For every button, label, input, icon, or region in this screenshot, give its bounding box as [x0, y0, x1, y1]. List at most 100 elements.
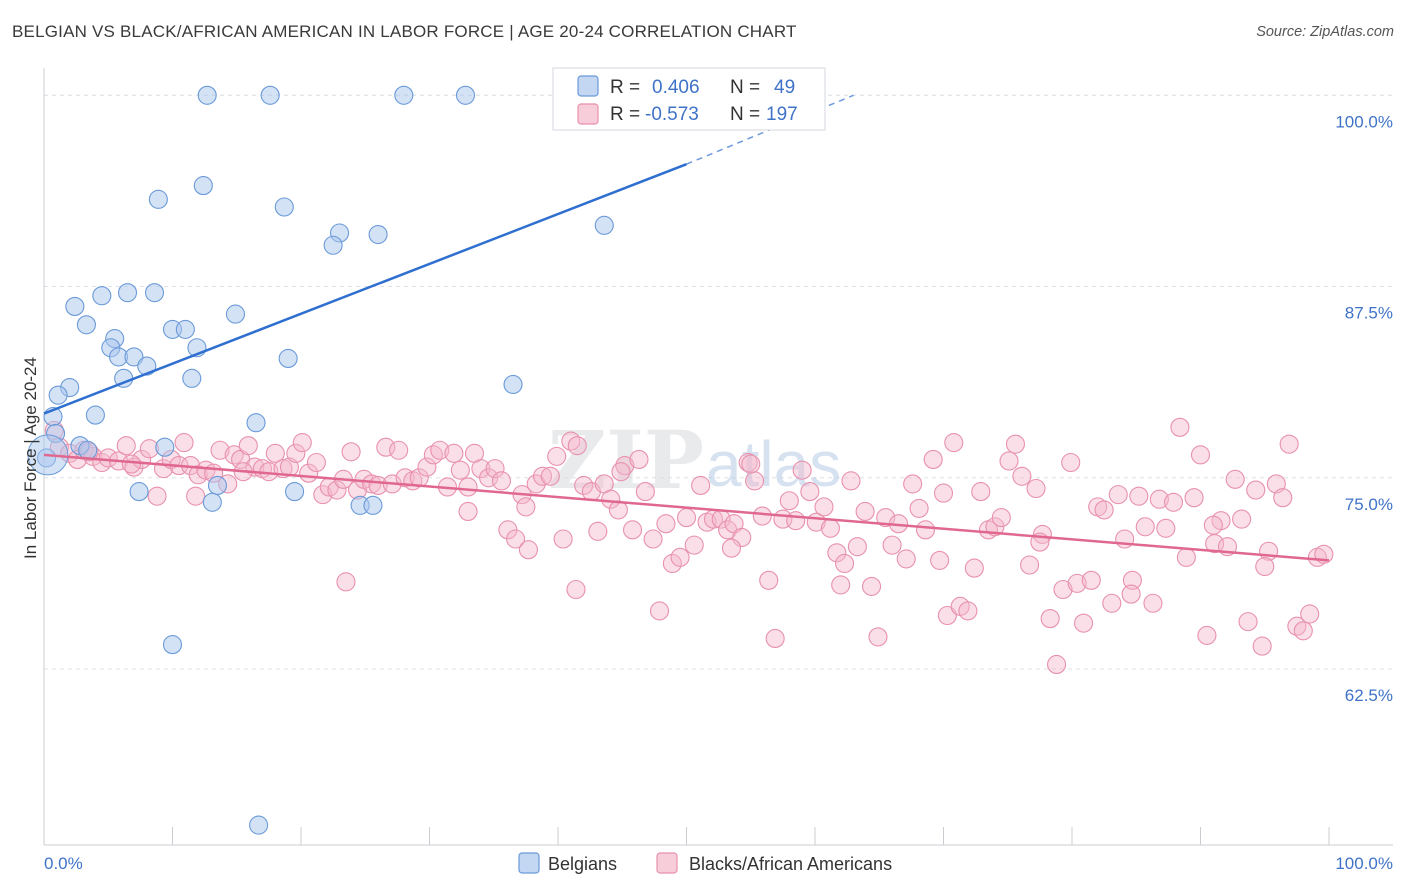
- belgian-point: [278, 348, 298, 369]
- black-american-point: [1273, 488, 1293, 508]
- black-american-point: [831, 575, 851, 595]
- black-american-point: [430, 440, 450, 460]
- belgian-point: [129, 482, 149, 502]
- black-american-point: [485, 459, 505, 479]
- black-american-point: [944, 433, 964, 453]
- black-american-point: [662, 553, 682, 574]
- belgian-point: [85, 405, 105, 425]
- belgian-point: [285, 482, 305, 502]
- black-american-point: [1203, 515, 1223, 535]
- black-american-point: [814, 497, 834, 517]
- black-american-point: [930, 550, 950, 570]
- black-american-point: [670, 547, 690, 567]
- black-american-point: [516, 497, 536, 517]
- chart-source: Source: ZipAtlas.com: [1256, 24, 1394, 40]
- black-american-point: [835, 553, 855, 574]
- black-american-point: [458, 477, 478, 497]
- black-american-point: [1246, 480, 1266, 500]
- black-american-point: [186, 486, 206, 506]
- belgian-point: [394, 85, 414, 105]
- black-american-point: [121, 454, 141, 474]
- black-american-point: [1012, 466, 1032, 486]
- black-american-point: [882, 535, 902, 555]
- black-american-point: [1197, 625, 1217, 645]
- black-american-point: [721, 538, 742, 558]
- black-american-point: [1108, 485, 1128, 505]
- black-american-point: [518, 540, 538, 560]
- belgian-point: [207, 475, 228, 496]
- belgian-point: [455, 85, 476, 105]
- y-tick-labels: 62.5% 75.0% 87.5% 100.0%: [1335, 112, 1393, 705]
- black-american-point: [601, 489, 621, 509]
- black-american-point: [540, 466, 560, 486]
- black-american-point: [588, 521, 608, 541]
- black-american-point: [1170, 417, 1190, 437]
- belgian-point: [246, 413, 266, 433]
- black-american-point: [765, 628, 785, 649]
- black-american-point: [1026, 478, 1046, 499]
- belgian-point: [225, 304, 246, 324]
- black-american-point: [450, 460, 470, 480]
- black-american-point: [1279, 434, 1299, 454]
- black-american-point: [1184, 488, 1204, 508]
- legend-r-value-0: 0.406: [652, 77, 700, 98]
- black-american-point: [1232, 509, 1252, 529]
- black-american-point: [741, 454, 761, 474]
- black-american-point: [1102, 593, 1122, 613]
- black-american-point: [649, 601, 670, 621]
- belgian-point: [260, 85, 280, 105]
- black-american-point: [1032, 524, 1052, 544]
- black-american-trend-line: [43, 453, 1330, 562]
- black-american-point: [1163, 492, 1184, 512]
- black-american-point: [1129, 486, 1149, 506]
- series-legend-label-belgians: Belgians: [548, 854, 617, 874]
- black-american-point: [1238, 612, 1258, 632]
- legend-swatch-belgians: [577, 75, 599, 97]
- black-american-point: [506, 529, 526, 549]
- y-tick-label: 100.0%: [1335, 112, 1393, 131]
- black-american-point: [1135, 517, 1155, 537]
- black-american-point: [553, 529, 573, 549]
- black-american-point: [847, 537, 867, 557]
- black-american-point: [1121, 584, 1141, 604]
- black-american-points: [44, 417, 1334, 675]
- black-american-point: [362, 474, 382, 494]
- black-american-point: [971, 482, 991, 502]
- black-american-point: [923, 449, 943, 469]
- black-american-point: [306, 452, 326, 473]
- chart-title: BELGIAN VS BLACK/AFRICAN AMERICAN IN LAB…: [12, 22, 797, 41]
- black-american-point: [629, 449, 649, 469]
- black-american-point: [567, 436, 587, 456]
- black-american-point: [174, 433, 194, 453]
- legend-r-label-0: R =: [610, 77, 640, 98]
- black-american-point: [1293, 621, 1313, 641]
- black-american-point: [684, 535, 704, 555]
- series-legend: Belgians Blacks/African Americans: [518, 852, 892, 874]
- black-american-point: [752, 506, 772, 526]
- y-tick-label: 87.5%: [1345, 304, 1393, 323]
- black-american-point: [991, 508, 1011, 528]
- black-american-point: [1074, 613, 1094, 633]
- y-axis-label: In Labor Force | Age 20-24: [21, 357, 40, 559]
- black-american-point: [841, 471, 861, 491]
- legend-r-label-1: R =: [610, 104, 640, 125]
- black-american-point: [116, 436, 136, 456]
- black-american-point: [210, 440, 230, 460]
- black-american-point: [1252, 636, 1272, 656]
- black-american-point: [1053, 579, 1073, 600]
- black-american-point: [861, 576, 882, 596]
- black-american-point: [868, 627, 888, 647]
- series-legend-swatch-belgians: [518, 852, 540, 874]
- black-american-point: [800, 482, 820, 502]
- legend-n-label-1: N =: [730, 104, 760, 125]
- belgian-point: [368, 224, 388, 245]
- black-american-point: [533, 466, 553, 486]
- belgian-point: [117, 283, 138, 303]
- black-american-point: [915, 520, 936, 540]
- black-american-point: [265, 443, 285, 463]
- black-american-point: [341, 442, 361, 462]
- x-tick-label-min: 0.0%: [44, 854, 83, 873]
- belgian-point: [48, 385, 68, 405]
- black-american-point: [1300, 604, 1320, 624]
